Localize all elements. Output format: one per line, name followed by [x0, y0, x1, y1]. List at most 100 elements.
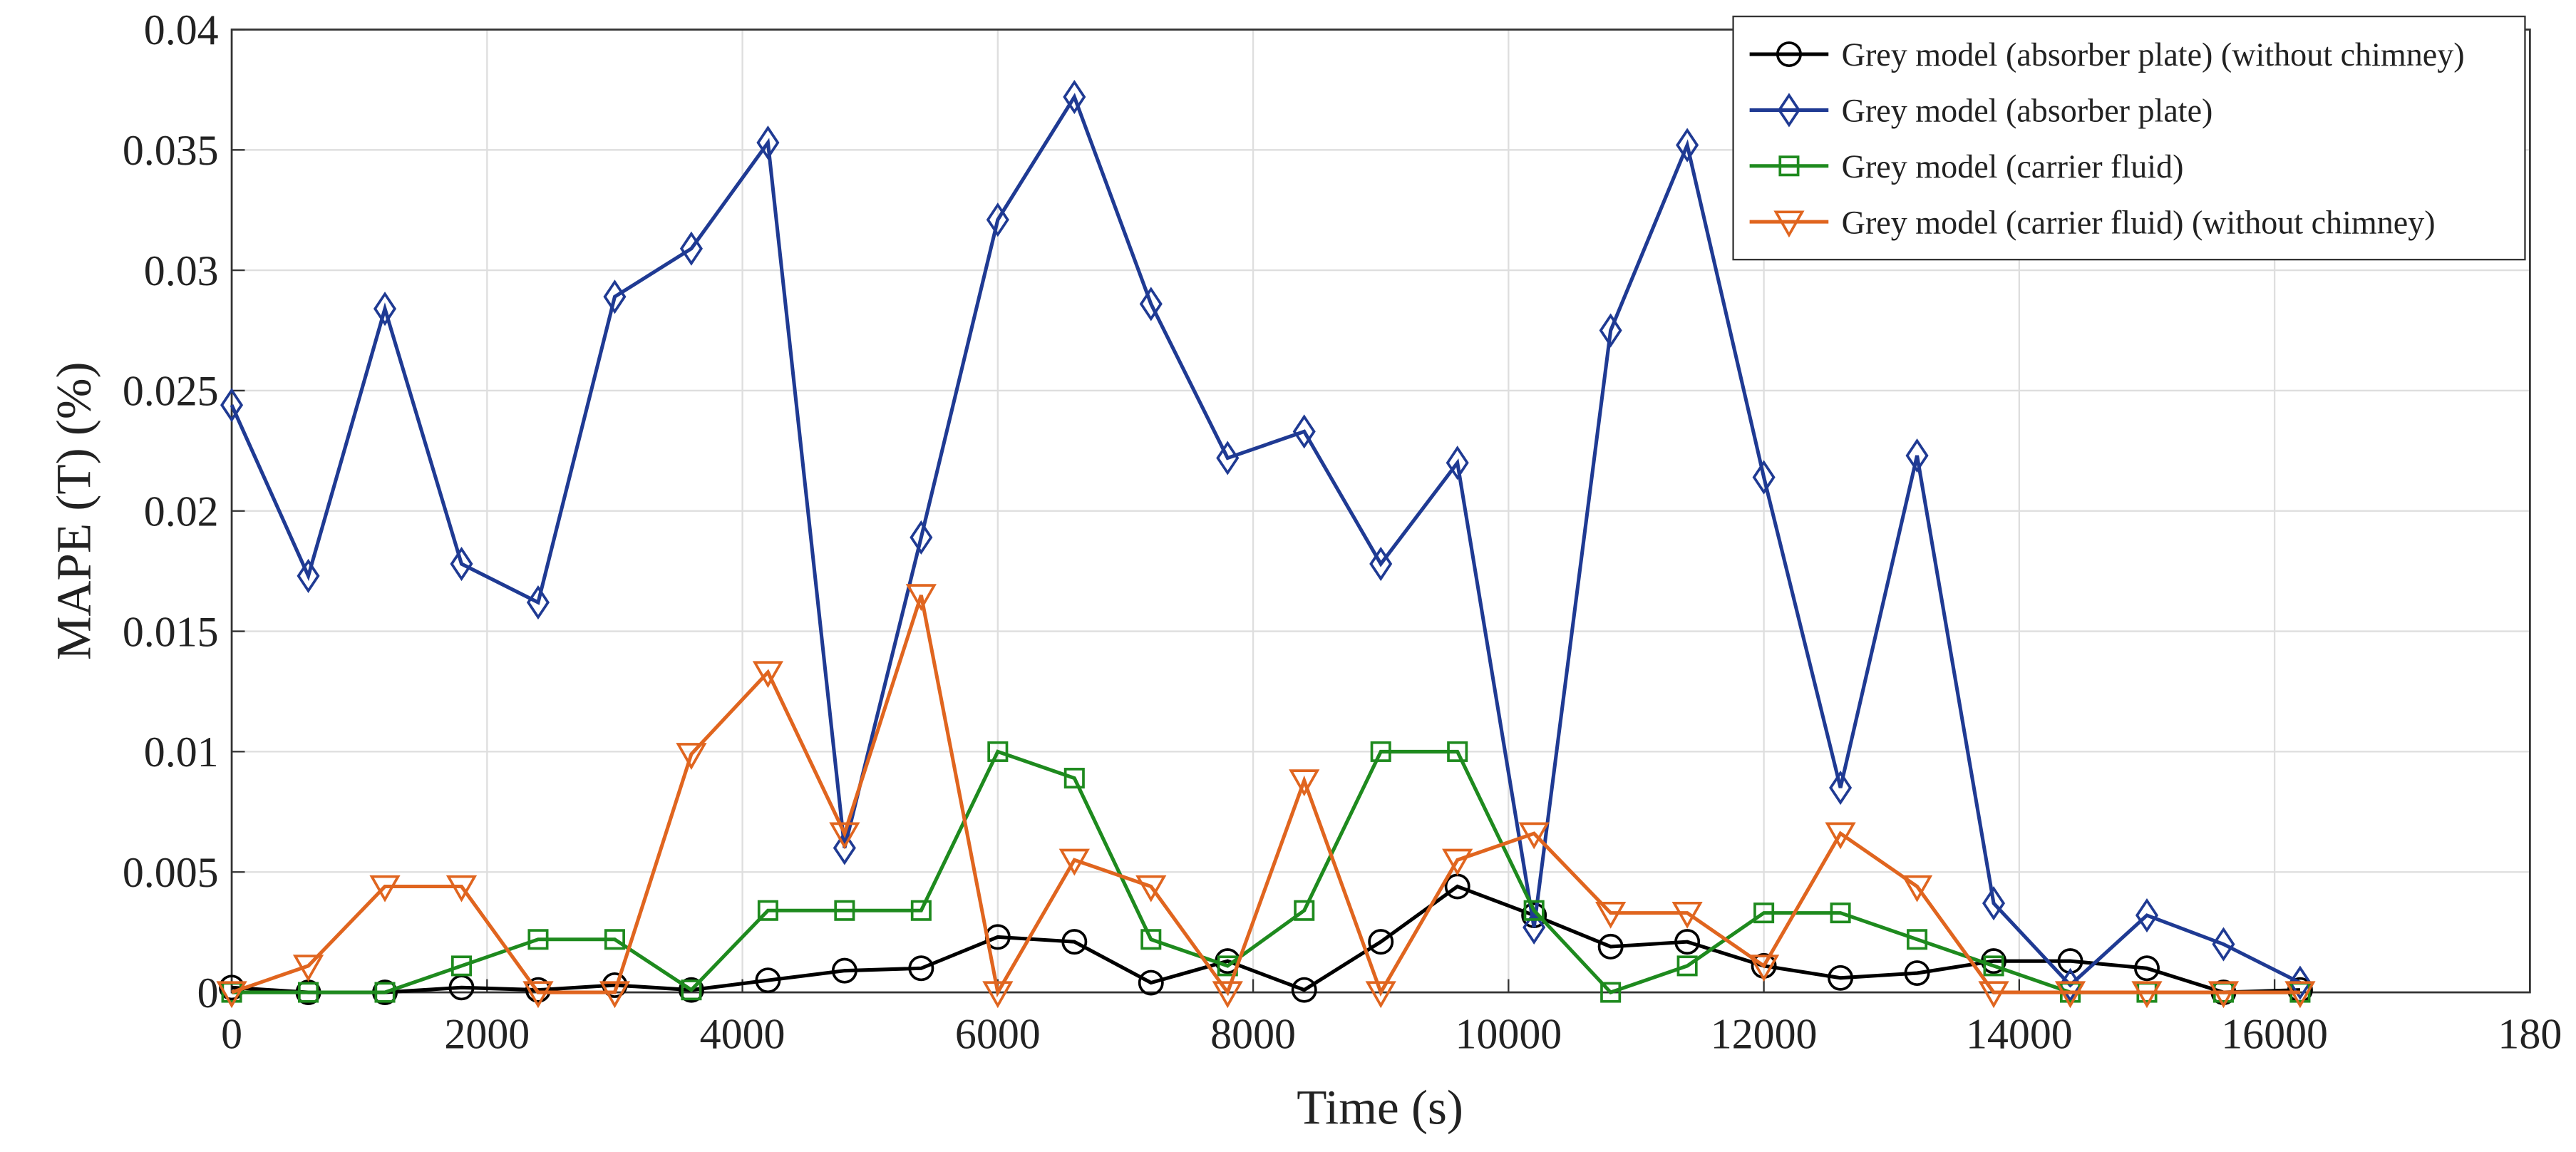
point: [755, 967, 781, 994]
point: [1292, 414, 1316, 449]
legend-marker: [1777, 93, 1800, 128]
point: [1901, 875, 1933, 902]
x-tick-label: 0: [221, 1010, 242, 1057]
point: [1368, 929, 1394, 955]
legend-label: Grey model (carrier fluid): [1842, 148, 2184, 185]
point: [2284, 981, 2316, 1009]
point: [1140, 929, 1162, 950]
point: [1369, 546, 1393, 582]
point: [445, 875, 478, 902]
legend-marker: [1773, 210, 1805, 238]
y-tick-label: 0: [197, 970, 219, 1017]
point: [833, 830, 856, 865]
point: [1904, 960, 1930, 987]
point: [905, 584, 937, 612]
point: [220, 388, 244, 423]
point: [752, 661, 784, 689]
point: [1063, 768, 1085, 789]
point: [982, 981, 1014, 1009]
point: [1983, 955, 2004, 977]
point: [1905, 438, 1929, 473]
point: [2059, 967, 2082, 1002]
y-tick-label: 0.035: [123, 127, 219, 174]
point: [986, 202, 1009, 237]
point: [2054, 981, 2086, 1009]
point: [1212, 981, 1243, 1009]
point: [1523, 910, 1546, 945]
point: [599, 981, 631, 1009]
point: [908, 955, 934, 982]
legend-marker: [1778, 155, 1800, 177]
point: [1139, 287, 1163, 322]
point: [1216, 441, 1240, 475]
point: [604, 929, 625, 950]
point: [1061, 929, 1088, 955]
legend-marker: [1776, 41, 1802, 68]
point: [1829, 770, 1853, 806]
point: [1365, 981, 1396, 1009]
point: [1676, 128, 1699, 163]
point: [834, 900, 855, 921]
y-tick-label: 0.04: [144, 6, 219, 53]
series-line: [232, 749, 2300, 994]
point: [1442, 848, 1473, 876]
x-axis-label: Time (s): [1297, 1079, 1463, 1134]
point: [1752, 460, 1776, 495]
point: [1753, 902, 1775, 924]
point: [1671, 901, 1703, 929]
point: [1978, 981, 2009, 1009]
point: [829, 822, 860, 850]
point: [1830, 902, 1851, 924]
point: [527, 929, 549, 950]
point: [1676, 955, 1698, 977]
point: [676, 743, 707, 770]
series-line: [231, 595, 2300, 998]
legend-label: Grey model (absorber plate): [1842, 93, 2213, 129]
point: [1748, 955, 1780, 982]
y-tick-label: 0.025: [123, 368, 219, 415]
point: [987, 741, 1009, 762]
y-tick-label: 0.005: [123, 849, 219, 896]
point: [2288, 965, 2312, 1000]
point: [756, 125, 780, 160]
y-tick-label: 0.015: [123, 608, 219, 655]
legend-box: [1732, 15, 2526, 261]
point: [373, 292, 397, 326]
point: [1600, 982, 1622, 1003]
point: [1135, 875, 1167, 902]
x-tick-label: 180: [2498, 1010, 2562, 1057]
point: [910, 900, 932, 921]
point: [1447, 741, 1468, 762]
point: [1291, 977, 1317, 1003]
point: [1138, 970, 1164, 996]
point: [2207, 981, 2240, 1009]
point: [297, 558, 320, 593]
point: [369, 875, 401, 902]
y-tick-label: 0.01: [144, 729, 219, 776]
point: [1597, 933, 1624, 960]
x-tick-label: 14000: [1966, 1010, 2073, 1057]
point: [1063, 79, 1086, 115]
point: [1828, 965, 1854, 991]
point: [1446, 446, 1469, 480]
y-tick-label: 0.02: [144, 488, 219, 535]
point: [678, 977, 704, 1003]
point: [2135, 898, 2159, 933]
point: [2131, 981, 2163, 1009]
point: [522, 981, 554, 1009]
point: [757, 900, 778, 921]
point: [2134, 955, 2160, 982]
series-line: [230, 93, 2302, 988]
point: [1289, 769, 1320, 797]
point: [2212, 927, 2235, 962]
point: [1825, 822, 1856, 850]
point: [1595, 901, 1627, 929]
point: [450, 955, 473, 977]
point: [1674, 929, 1701, 955]
point: [1058, 848, 1090, 876]
x-tick-label: 10000: [1455, 1010, 1562, 1057]
point: [1523, 900, 1545, 921]
x-tick-label: 8000: [1210, 1010, 1296, 1057]
point: [910, 520, 933, 555]
